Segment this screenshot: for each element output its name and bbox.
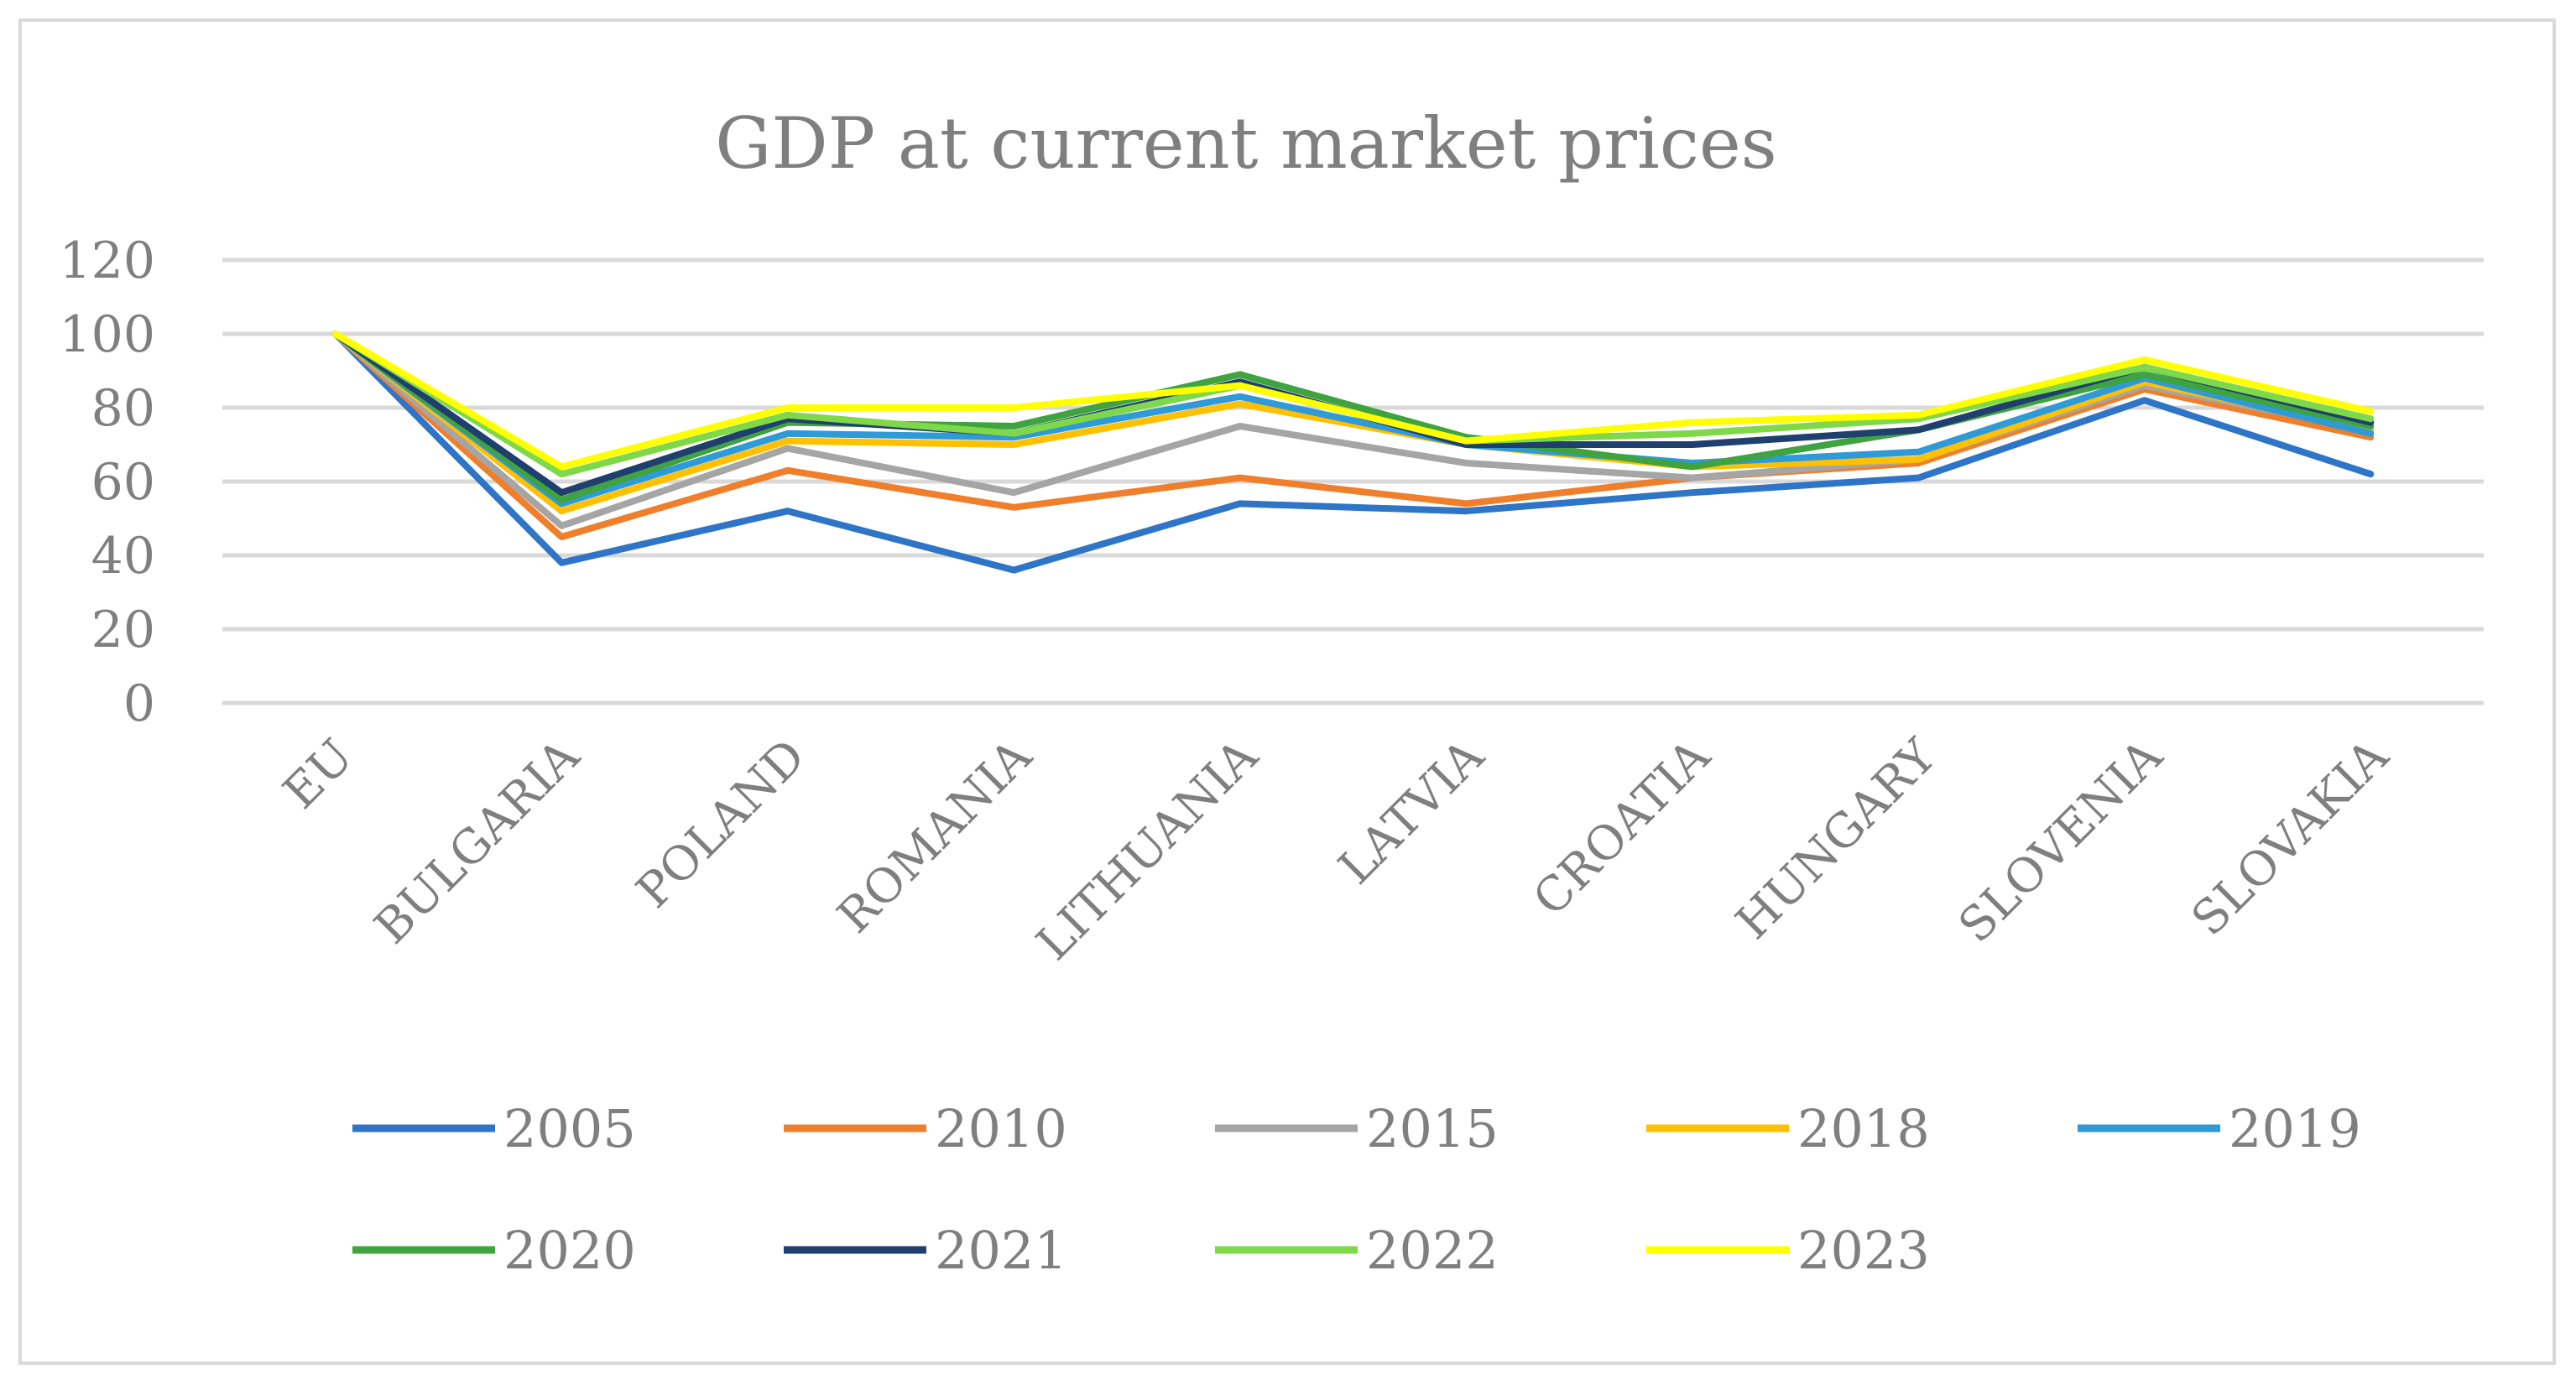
- legend-label-2020: 2020: [503, 1220, 636, 1281]
- y-axis-ticks: 0 20 40 60 80 100 120: [59, 232, 155, 733]
- y-tick-label: 0: [123, 674, 155, 733]
- series-line-2005: [331, 331, 2375, 574]
- y-tick-label: 40: [91, 527, 155, 586]
- chart-frame: [18, 18, 2556, 1365]
- legend-label-2015: 2015: [1366, 1098, 1499, 1159]
- series-line-2020: [331, 331, 2375, 503]
- legend-label-2023: 2023: [1797, 1220, 1930, 1281]
- y-tick-label: 60: [91, 453, 155, 512]
- legend-label-2022: 2022: [1366, 1220, 1499, 1281]
- x-category-label: SLOVAKIA: [2182, 729, 2400, 947]
- x-category-label: EU: [273, 729, 363, 820]
- x-category-label: LATVIA: [1328, 729, 1494, 895]
- series-line-2019: [331, 331, 2375, 508]
- legend: 2005 2010 2015 2018 2019 2020 2021 2022 2023: [352, 1098, 2361, 1281]
- y-tick-label: 120: [59, 232, 155, 290]
- legend-label-2021: 2021: [935, 1220, 1067, 1281]
- series-line-2018: [331, 331, 2375, 515]
- x-category-label: POLAND: [626, 729, 816, 919]
- chart-title: GDP at current market prices: [715, 102, 1777, 185]
- y-tick-label: 100: [59, 305, 155, 364]
- legend-label-2019: 2019: [2229, 1098, 2361, 1159]
- series-lines: [331, 331, 2375, 574]
- y-tick-label: 20: [91, 601, 155, 659]
- legend-label-2010: 2010: [935, 1098, 1067, 1159]
- x-category-label: CROATIA: [1523, 729, 1721, 927]
- x-category-label: LITHUANIA: [1026, 729, 1269, 971]
- y-tick-label: 80: [91, 379, 155, 438]
- gridlines: [222, 258, 2484, 706]
- series-line-2023: [331, 331, 2375, 471]
- legend-label-2005: 2005: [503, 1098, 636, 1159]
- x-category-label: SLOVENIA: [1948, 729, 2173, 954]
- legend-label-2018: 2018: [1797, 1098, 1930, 1159]
- x-category-label: ROMANIA: [827, 729, 1043, 945]
- x-category-label: HUNGARY: [1726, 728, 1948, 950]
- x-category-label: BULGARIA: [364, 729, 590, 955]
- series-line-2010: [331, 331, 2375, 540]
